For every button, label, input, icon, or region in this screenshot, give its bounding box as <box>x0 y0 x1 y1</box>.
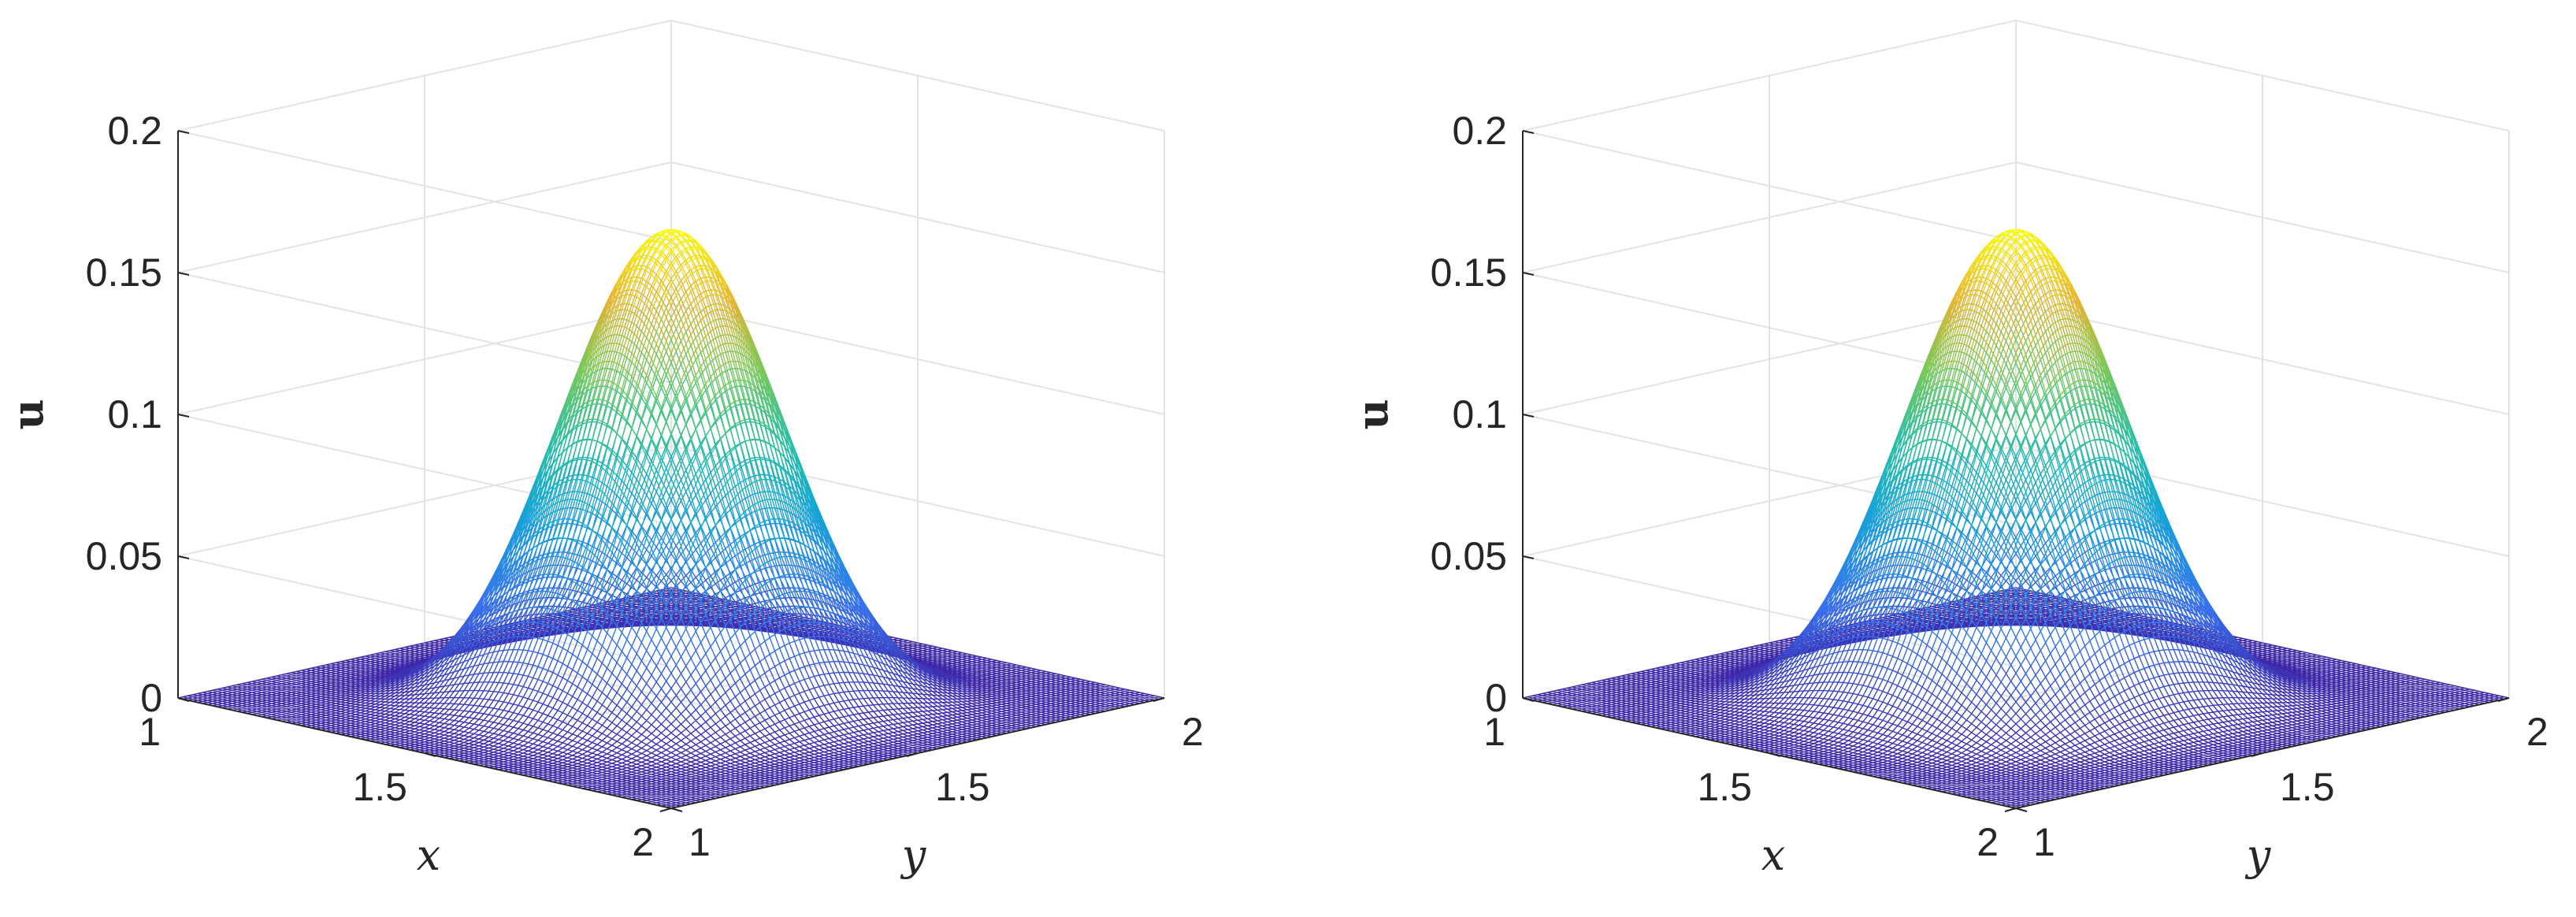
x-tick-mark <box>177 697 190 702</box>
z-tick-label: 0.15 <box>1431 251 1507 295</box>
mesh-lines <box>1985 230 2047 255</box>
z-tick-mark <box>1522 130 1535 134</box>
x-tick-mark <box>1769 752 1781 757</box>
z-tick-label: 0.15 <box>86 251 162 295</box>
y-tick-mark <box>2004 807 2017 812</box>
z-tick-label: 0.1 <box>1452 392 1507 436</box>
mesh-lines <box>616 256 726 299</box>
x-tick-label: 1 <box>139 710 161 754</box>
z-tick-label: 0 <box>1485 676 1507 720</box>
z-axis-label: u <box>1347 399 1397 429</box>
x-tick-mark <box>424 752 436 757</box>
mesh-lines <box>1832 532 2199 632</box>
mesh-lines <box>1965 248 2066 286</box>
y-tick-mark <box>659 807 672 812</box>
z-tick-label: 0 <box>140 676 162 720</box>
z-axis-label: u <box>2 399 53 429</box>
mesh-lines <box>488 532 855 632</box>
y-axis-label: y <box>900 830 927 880</box>
mesh-lines <box>448 584 894 698</box>
mesh-lines <box>655 228 687 239</box>
mesh-lines <box>1961 256 2071 299</box>
y-tick-mark <box>2251 752 2263 757</box>
axes: 00.050.10.150.211.52 11.52x yu <box>1347 109 2548 880</box>
axes: 00.050.10.150.211.52 11.52x yu <box>2 109 1204 880</box>
surface-mesh <box>177 228 1165 809</box>
x-axis-label: x <box>417 830 440 880</box>
x-axis-label: x <box>1761 830 1785 880</box>
x-tick-label: 1.5 <box>1697 765 1752 809</box>
x-tick-label: 2 <box>632 820 654 864</box>
y-tick-label: 1.5 <box>2280 765 2335 809</box>
z-tick-mark <box>1522 555 1535 559</box>
z-tick-label: 0.05 <box>86 534 162 578</box>
x-tick-mark <box>2015 807 2028 812</box>
z-tick-mark <box>1522 414 1535 418</box>
mesh-lines <box>631 239 711 272</box>
y-tick-label: 2 <box>2526 710 2548 754</box>
mesh-lines <box>621 248 722 286</box>
mesh-lines <box>1902 382 2130 455</box>
surface-plot-right: 00.050.10.150.211.52 11.52x yu <box>1347 19 2548 880</box>
y-tick-label: 2 <box>1182 710 1204 754</box>
surface-plot-left: 00.050.10.150.211.52 11.52x yu <box>2 19 1204 880</box>
x-tick-label: 2 <box>1977 820 1999 864</box>
x-tick-label: 1.5 <box>352 765 407 809</box>
z-tick-mark <box>177 272 190 276</box>
y-axis-label: y <box>2245 830 2272 880</box>
z-tick-mark <box>177 555 190 559</box>
z-tick-mark <box>177 130 190 134</box>
y-tick-label: 1 <box>2033 820 2055 864</box>
z-tick-label: 0.2 <box>1452 109 1507 153</box>
y-tick-label: 1.5 <box>935 765 990 809</box>
y-tick-mark <box>2497 697 2510 702</box>
y-tick-label: 1 <box>689 820 711 864</box>
x-tick-mark <box>670 807 683 812</box>
surface-mesh <box>1522 228 2510 809</box>
mesh-lines <box>527 456 815 544</box>
z-tick-mark <box>1522 272 1535 276</box>
mesh-lines <box>2000 228 2032 239</box>
x-tick-label: 1 <box>1483 710 1505 754</box>
mesh-lines <box>552 391 790 469</box>
mesh-lines <box>1793 584 2239 698</box>
mesh-lines <box>1872 456 2160 544</box>
y-tick-mark <box>906 752 919 757</box>
z-tick-label: 0.2 <box>107 109 162 153</box>
mesh-lines <box>1976 239 2056 272</box>
y-tick-mark <box>1153 697 1165 702</box>
mesh-lines <box>1897 391 2135 469</box>
z-tick-label: 0.1 <box>107 392 162 436</box>
mesh-lines <box>557 382 785 455</box>
x-tick-mark <box>1522 697 1535 702</box>
mesh-lines <box>640 230 702 255</box>
z-tick-mark <box>177 414 190 418</box>
z-tick-label: 0.05 <box>1431 534 1507 578</box>
